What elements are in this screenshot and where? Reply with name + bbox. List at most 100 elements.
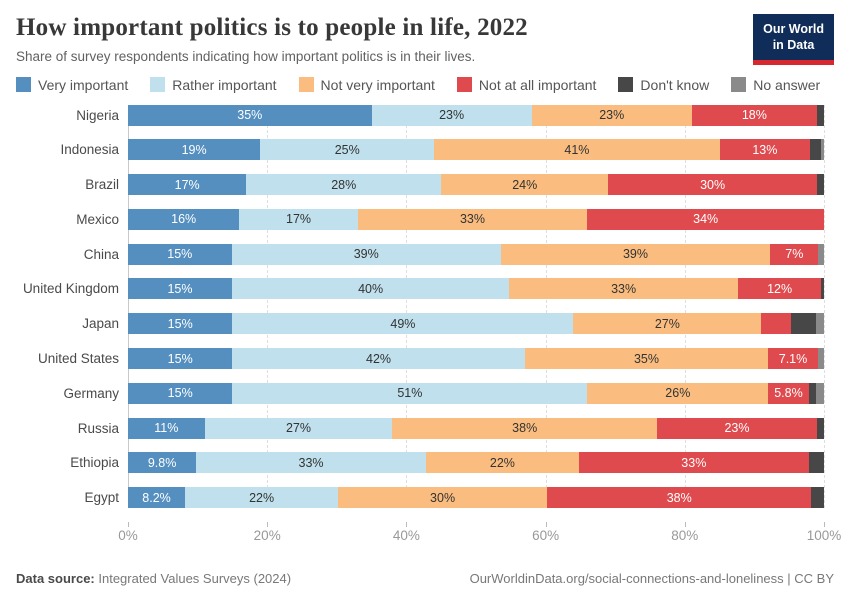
bar-value-label: 12% xyxy=(767,281,793,296)
bar-segment-not-very-important: 33% xyxy=(509,278,738,300)
bar-value-label: 9.8% xyxy=(147,455,177,470)
bar-segment-don-t-know xyxy=(821,278,824,300)
legend-label: Not at all important xyxy=(478,76,597,93)
bar-value-label: 33% xyxy=(459,212,486,227)
bar-value-label: 22% xyxy=(489,455,515,470)
bar-segment-don-t-know xyxy=(817,104,824,126)
bar-segment-rather-important: 33% xyxy=(196,452,426,474)
bar-segment-very-important: 16% xyxy=(128,208,240,230)
legend-swatch-not-very-important xyxy=(298,77,314,92)
chart-row-china: China 15% 39% 39% 7% xyxy=(84,243,824,265)
bar-segment-rather-important: 51% xyxy=(232,382,588,404)
bar-segment-not-at-all-important: 7% xyxy=(770,243,819,265)
bar-value-label: 41% xyxy=(564,142,590,157)
bar-segment-don-t-know xyxy=(791,313,817,335)
bar-value-label: 25% xyxy=(334,142,360,157)
bar-value-label: 33% xyxy=(611,281,637,296)
bar-segment-rather-important: 49% xyxy=(232,313,574,335)
chart: Nigeria 35% 23% 23% 18% Indonesia 19% 25% 41% 13%… xyxy=(0,104,850,549)
bar-value-label: 51% xyxy=(397,386,423,401)
bar-segment-not-at-all-important: 12% xyxy=(738,278,822,300)
bar-value-label: 35% xyxy=(237,108,263,122)
bar-segment-don-t-know xyxy=(810,139,821,161)
legend-swatch-no-answer xyxy=(731,77,747,92)
country-label-russia: Russia xyxy=(77,420,119,436)
legend-item-no-answer: No answer xyxy=(731,77,820,93)
chart-row-united-states: United States 15% 42% 35% 7.1% xyxy=(38,348,824,370)
legend-label: Don't know xyxy=(640,76,710,93)
bar-segment-not-at-all-important: 13% xyxy=(719,139,811,161)
x-axis-tick-mark xyxy=(824,522,825,528)
bar-value-label: 11% xyxy=(154,421,179,436)
gridline-20 xyxy=(267,104,269,509)
bar-segment-no-answer xyxy=(818,243,824,265)
bar-segment-not-very-important: 39% xyxy=(500,243,771,265)
bar-value-label: 28% xyxy=(331,177,357,192)
gridline-60 xyxy=(545,104,547,509)
bar-value-label: 7.1% xyxy=(778,351,808,366)
bar-segment-not-very-important: 23% xyxy=(531,104,692,126)
data-source-note: Data source: Integrated Values Surveys (… xyxy=(16,571,291,586)
bar-segment-very-important: 15% xyxy=(128,313,233,335)
bar-value-label: 27% xyxy=(285,421,312,436)
bar-segment-rather-important: 42% xyxy=(232,348,525,370)
bar-value-label: 39% xyxy=(622,247,648,262)
bar-segment-not-very-important: 33% xyxy=(357,208,588,230)
bar-segment-rather-important: 25% xyxy=(260,139,435,161)
bar-value-label: 19% xyxy=(181,142,207,157)
bar-segment-very-important: 35% xyxy=(128,104,372,126)
bar-value-label: 16% xyxy=(171,212,197,227)
bar-value-label: 30% xyxy=(700,177,726,192)
bar-segment-rather-important: 28% xyxy=(246,174,442,196)
bar-value-label: 5.8% xyxy=(774,386,803,401)
bar-segment-not-at-all-important: 30% xyxy=(608,174,818,196)
bar-segment-don-t-know xyxy=(817,174,824,196)
country-label-japan: Japan xyxy=(82,316,119,332)
x-axis-tick-mark xyxy=(267,522,269,528)
bar-segment-very-important: 15% xyxy=(128,243,232,265)
bar-value-label: 27% xyxy=(654,316,680,331)
bar-segment-don-t-know xyxy=(808,452,824,474)
bar-segment-very-important: 9.8% xyxy=(128,452,197,474)
bar-segment-very-important: 8.2% xyxy=(128,487,186,509)
bar-value-label: 38% xyxy=(512,421,538,436)
x-axis-tick-mark xyxy=(684,522,686,528)
x-axis-tick-label-60: 60% xyxy=(532,528,560,544)
bar-segment-rather-important: 23% xyxy=(371,104,532,126)
bar-segment-very-important: 11% xyxy=(128,417,205,439)
bar-segment-not-at-all-important: 5.8% xyxy=(768,382,809,404)
owid-logo: Our World in Data xyxy=(753,14,834,65)
legend-item-not-very-important: Not very important xyxy=(298,77,435,93)
bar-value-label: 13% xyxy=(752,142,778,157)
bar-value-label: 34% xyxy=(693,212,719,227)
bar-value-label: 49% xyxy=(390,316,416,331)
x-axis-tick-mark xyxy=(128,522,129,528)
owid-logo-line1: Our World xyxy=(763,22,824,36)
bar-value-label: 8.2% xyxy=(142,490,171,505)
chart-row-brazil: Brazil 17% 28% 24% 30% xyxy=(85,174,824,196)
bar-segment-very-important: 15% xyxy=(128,278,232,300)
bar-segment-not-very-important: 35% xyxy=(524,348,769,370)
legend-swatch-not-at-all-important xyxy=(456,77,472,92)
x-axis-tick-label-40: 40% xyxy=(392,528,420,544)
header: How important politics is to people in l… xyxy=(0,0,850,65)
owid-logo-line2: in Data xyxy=(772,38,815,53)
bar-value-label: 30% xyxy=(430,490,456,505)
bar-value-label: 26% xyxy=(665,386,691,401)
gridline-80 xyxy=(684,104,686,509)
bar-segment-rather-important: 17% xyxy=(239,208,358,230)
chart-row-egypt: Egypt 8.2% 22% 30% 38% xyxy=(84,487,824,509)
bar-value-label: 33% xyxy=(681,455,707,470)
bar-segment-don-t-know xyxy=(811,487,824,509)
chart-row-indonesia: Indonesia 19% 25% 41% 13% xyxy=(60,139,824,161)
bar-segment-not-at-all-important: 7.1% xyxy=(768,348,818,370)
country-label-brazil: Brazil xyxy=(85,177,119,193)
bar-segment-not-very-important: 27% xyxy=(573,313,762,335)
x-axis-tick-label-0: 0% xyxy=(118,528,138,544)
legend-label: Rather important xyxy=(172,76,277,93)
legend-swatch-don-t-know xyxy=(618,77,634,92)
bar-value-label: 15% xyxy=(167,351,193,366)
bar-segment-very-important: 17% xyxy=(128,174,247,196)
gridline-100 xyxy=(824,104,825,509)
